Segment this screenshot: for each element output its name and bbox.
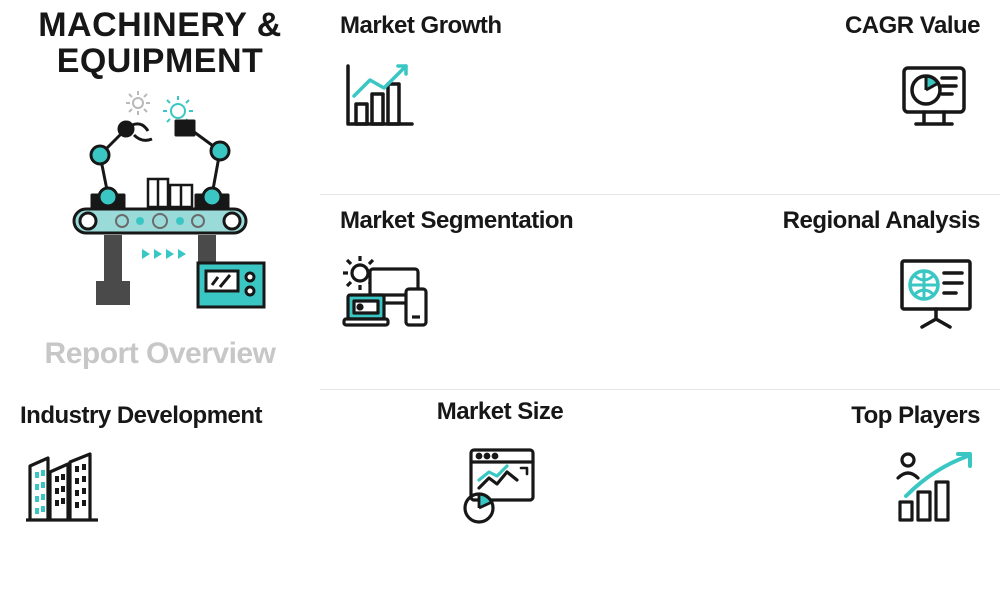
card-regional-analysis: Regional Analysis: [680, 195, 1000, 390]
bar-chart-arrow-icon: [340, 58, 420, 136]
gear-devices-icon: [340, 253, 436, 333]
label-top-players: Top Players: [700, 402, 980, 430]
buildings-icon: [20, 448, 106, 530]
title-cell: MACHINERY & EQUIPMENT: [0, 0, 320, 390]
card-industry-development: Industry Development: [0, 390, 320, 600]
label-regional-analysis: Regional Analysis: [700, 207, 980, 235]
label-industry-development: Industry Development: [20, 402, 300, 430]
globe-board-icon: [896, 253, 976, 335]
trend-window-pie-icon: [457, 444, 543, 526]
subtitle: Report Overview: [20, 337, 300, 371]
main-title: MACHINERY & EQUIPMENT: [20, 8, 300, 79]
card-market-growth: Market Growth: [320, 0, 680, 195]
machinery-illustration-icon: [20, 85, 300, 335]
card-cagr-value: CAGR Value: [680, 0, 1000, 195]
label-market-size: Market Size: [340, 398, 660, 426]
label-market-segmentation: Market Segmentation: [340, 207, 660, 235]
pie-monitor-icon: [896, 58, 980, 136]
label-market-growth: Market Growth: [340, 12, 660, 40]
card-market-segmentation: Market Segmentation: [320, 195, 680, 390]
label-cagr-value: CAGR Value: [700, 12, 980, 40]
person-bars-arrow-icon: [890, 448, 980, 528]
card-market-size: Market Size: [320, 390, 680, 600]
card-top-players: Top Players: [680, 390, 1000, 600]
